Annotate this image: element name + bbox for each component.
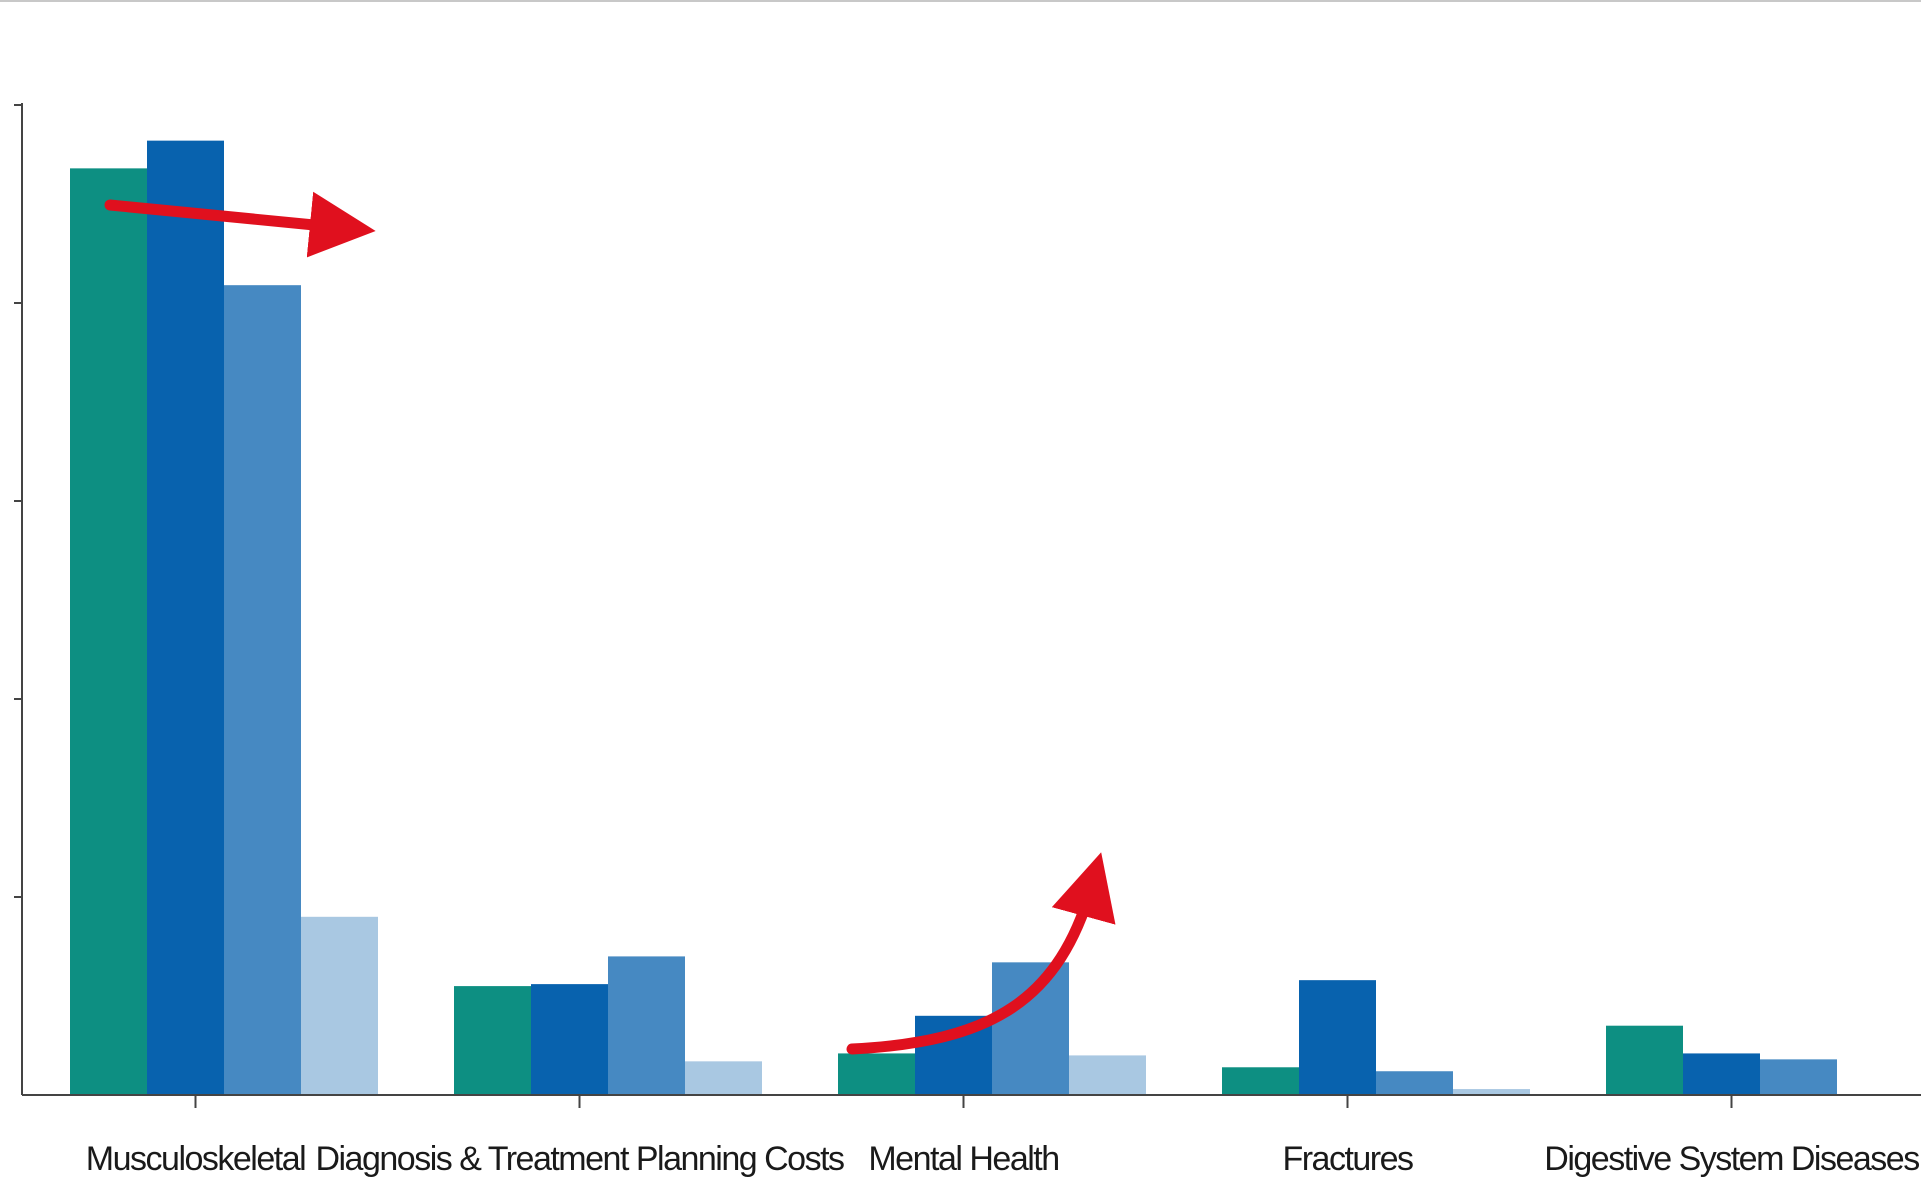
- category-label-3: Fractures: [1282, 1140, 1413, 1178]
- bar-2-3: [1069, 1055, 1146, 1095]
- bar-1-1: [531, 984, 608, 1095]
- bar-4-1: [1683, 1053, 1760, 1095]
- bar-1-2: [608, 956, 685, 1095]
- bar-3-3: [1453, 1089, 1530, 1095]
- bar-2-2: [992, 962, 1069, 1095]
- bar-2-0: [838, 1053, 915, 1095]
- bar-0-0: [70, 168, 147, 1096]
- bar-0-2: [224, 285, 301, 1095]
- bar-1-0: [454, 986, 531, 1095]
- annotations-group: [104, 191, 1116, 1055]
- bar-0-1: [147, 140, 224, 1095]
- bar-3-1: [1299, 980, 1376, 1095]
- bar-4-0: [1606, 1025, 1683, 1095]
- axes-group: [14, 103, 1921, 1108]
- bars-group: [70, 140, 1837, 1096]
- bar-1-3: [685, 1061, 762, 1095]
- category-label-2: Mental Health: [868, 1140, 1058, 1178]
- category-label-0: Musculoskeletal: [86, 1140, 305, 1178]
- category-label-4: Digestive System Diseases: [1544, 1140, 1919, 1178]
- decrease-arrow: [104, 191, 376, 258]
- increase-arrow: [846, 852, 1116, 1055]
- bar-4-2: [1760, 1059, 1837, 1095]
- bar-0-3: [301, 916, 378, 1095]
- bar-3-0: [1222, 1067, 1299, 1095]
- bar-3-2: [1376, 1071, 1453, 1095]
- category-label-1: Diagnosis & Treatment Planning Costs: [315, 1140, 844, 1178]
- category-labels-group: Musculoskeletal Diagnosis & Treatment Pla…: [86, 1140, 1921, 1178]
